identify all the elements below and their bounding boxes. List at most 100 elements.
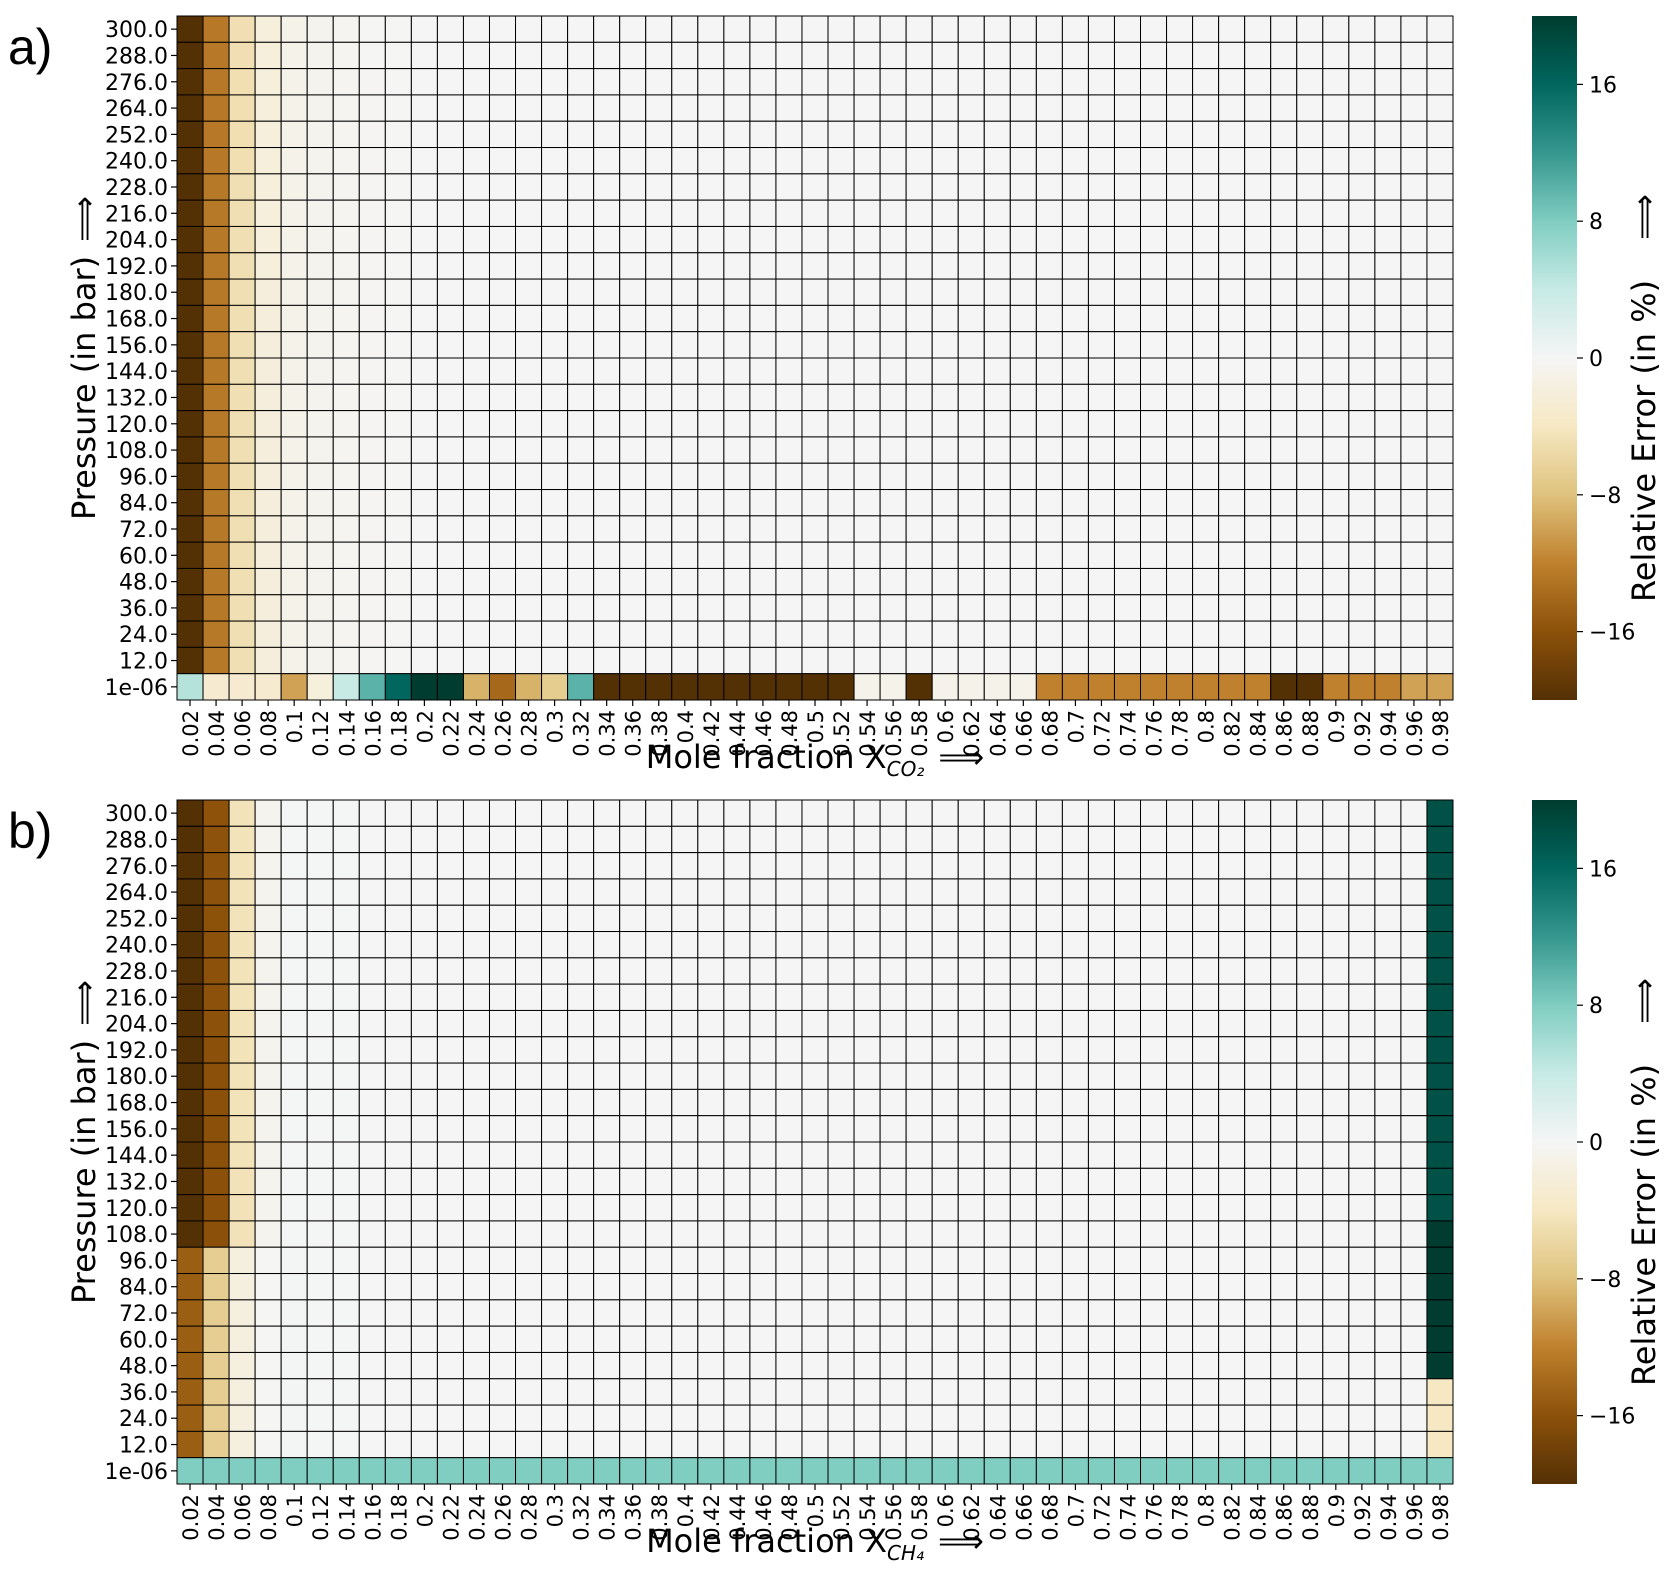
- heatmap-cell: [436, 1194, 464, 1222]
- heatmap-cell: [593, 331, 621, 359]
- heatmap-cell: [749, 199, 777, 227]
- heatmap-cell: [1426, 225, 1454, 254]
- heatmap-cell: [593, 147, 621, 175]
- heatmap-cell: [1009, 225, 1037, 254]
- heatmap-cell: [671, 252, 699, 280]
- heatmap-cell: [306, 489, 334, 517]
- heatmap-cell: [1009, 41, 1037, 70]
- heatmap-cell: [1087, 252, 1115, 280]
- heatmap-cell: [228, 120, 256, 149]
- heatmap-cell: [332, 1325, 360, 1353]
- y-tick-label: 12.0: [119, 650, 168, 675]
- heatmap-cell: [280, 410, 308, 438]
- heatmap-cell: [801, 904, 829, 933]
- heatmap-cell: [332, 1220, 360, 1248]
- heatmap-cell: [436, 1088, 464, 1117]
- heatmap-cell: [749, 1088, 777, 1117]
- heatmap-cell: [358, 1167, 386, 1196]
- heatmap-cell: [879, 957, 907, 985]
- heatmap-cell: [1140, 252, 1168, 280]
- heatmap-cell: [488, 1378, 517, 1406]
- heatmap-cell: [1270, 1115, 1298, 1143]
- heatmap-cell: [1426, 331, 1454, 359]
- heatmap-cell: [1296, 541, 1324, 569]
- heatmap-cell: [515, 620, 543, 648]
- heatmap-cell: [332, 646, 360, 675]
- heatmap-cell: [723, 852, 751, 880]
- heatmap-cell: [1296, 225, 1324, 254]
- heatmap-cell: [1296, 173, 1324, 201]
- heatmap-cell: [436, 1167, 464, 1196]
- heatmap-cell: [983, 852, 1011, 880]
- heatmap-cell: [436, 252, 464, 280]
- heatmap-cell: [1400, 278, 1428, 306]
- heatmap-cell: [1244, 383, 1272, 412]
- heatmap-cell: [384, 1457, 412, 1485]
- heatmap-cell: [723, 904, 751, 933]
- heatmap-cell: [515, 1009, 543, 1038]
- heatmap-cell: [1061, 957, 1089, 985]
- heatmap-cell: [931, 1457, 959, 1485]
- heatmap-cell: [436, 1404, 464, 1432]
- heatmap-cell: [541, 904, 569, 933]
- heatmap-cell: [983, 904, 1011, 933]
- x-tick-label: 0.32: [570, 710, 594, 757]
- heatmap-cell: [827, 541, 855, 569]
- heatmap-cell: [619, 199, 647, 227]
- heatmap-cell: [827, 383, 855, 412]
- heatmap-cell: [1009, 462, 1037, 491]
- heatmap-cell: [280, 1141, 308, 1169]
- heatmap-cell: [410, 304, 438, 333]
- heatmap-cell: [358, 1141, 386, 1169]
- heatmap-cell: [1374, 68, 1402, 96]
- heatmap-cell: [749, 541, 777, 569]
- heatmap-cell: [645, 331, 673, 359]
- heatmap-cell: [775, 1115, 803, 1143]
- heatmap-cell: [254, 646, 282, 675]
- heatmap-cell: [1374, 1273, 1402, 1301]
- heatmap-cell: [228, 94, 256, 122]
- heatmap-cell: [1087, 436, 1115, 464]
- heatmap-cell: [983, 357, 1011, 385]
- heatmap-cell: [593, 1088, 621, 1117]
- heatmap-cell: [306, 1430, 334, 1459]
- heatmap-cell: [306, 1246, 334, 1275]
- heatmap-cell: [384, 594, 412, 622]
- heatmap-cell: [436, 1378, 464, 1406]
- heatmap-cell: [1374, 541, 1402, 569]
- heatmap-cell: [983, 1009, 1011, 1038]
- heatmap-cell: [254, 304, 282, 333]
- heatmap-cell: [202, 931, 230, 959]
- heatmap-cell: [567, 147, 595, 175]
- heatmap-cell: [384, 1246, 412, 1275]
- heatmap-cell: [1035, 94, 1063, 122]
- heatmap-cell: [645, 1457, 673, 1485]
- heatmap-cell: [593, 462, 621, 491]
- heatmap-cell: [1140, 173, 1168, 201]
- heatmap-cell: [853, 957, 881, 985]
- heatmap-cell: [280, 278, 308, 306]
- heatmap-cell: [228, 1220, 256, 1248]
- heatmap-cell: [1166, 41, 1194, 70]
- heatmap-cell: [384, 489, 412, 517]
- y-tick-label: 216.0: [105, 986, 168, 1011]
- heatmap-cell: [775, 541, 803, 569]
- heatmap-cell: [671, 147, 699, 175]
- heatmap-cell: [853, 120, 881, 149]
- heatmap-cell: [1270, 852, 1298, 880]
- heatmap-cell: [488, 1009, 517, 1038]
- heatmap-cell: [567, 462, 595, 491]
- heatmap-cell: [853, 1246, 881, 1275]
- heatmap-cell: [931, 957, 959, 985]
- heatmap-cell: [306, 1273, 334, 1301]
- heatmap-cell: [1087, 1167, 1115, 1196]
- heatmap-cell: [1218, 878, 1246, 906]
- heatmap-cell: [905, 567, 933, 596]
- heatmap-cell: [879, 357, 907, 385]
- heatmap-cell: [905, 1430, 933, 1459]
- heatmap-cell: [1244, 646, 1272, 675]
- heatmap-cell: [1166, 1167, 1194, 1196]
- heatmap-cell: [436, 41, 464, 70]
- heatmap-cell: [1374, 1351, 1402, 1380]
- heatmap-cell: [775, 199, 803, 227]
